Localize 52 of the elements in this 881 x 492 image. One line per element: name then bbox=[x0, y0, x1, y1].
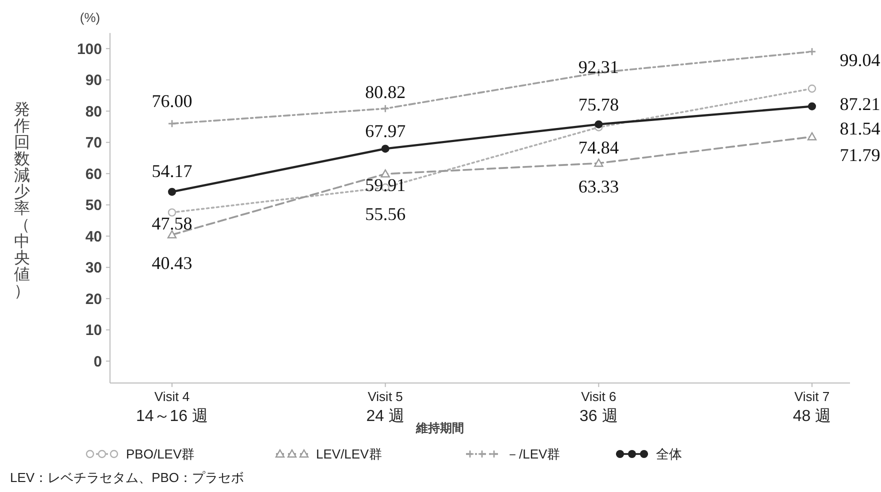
y-tick-label: 70 bbox=[85, 134, 102, 152]
data-label: 74.84 bbox=[578, 138, 619, 158]
data-label: 87.21 bbox=[840, 94, 880, 114]
legend-label: LEV/LEV群 bbox=[316, 446, 382, 462]
point bbox=[381, 104, 390, 113]
data-label: 99.04 bbox=[840, 50, 880, 70]
point bbox=[808, 84, 816, 93]
x-tick-label: Visit 4 14～16 週 bbox=[136, 389, 208, 425]
y-tick-label: 20 bbox=[85, 290, 102, 308]
data-label: 75.78 bbox=[578, 94, 619, 115]
point bbox=[168, 188, 176, 196]
y-tick-label: 60 bbox=[85, 166, 102, 183]
data-label: 71.79 bbox=[840, 145, 880, 166]
data-label: 81.54 bbox=[840, 118, 880, 139]
point bbox=[807, 132, 817, 140]
data-label: 63.33 bbox=[578, 176, 619, 197]
data-label: 76.00 bbox=[152, 90, 192, 111]
point bbox=[594, 120, 603, 128]
data-label: 59.91 bbox=[365, 175, 406, 196]
data-label: 54.17 bbox=[152, 161, 192, 182]
x-axis-title: 維持期間 bbox=[415, 421, 464, 435]
data-label: 40.43 bbox=[152, 253, 192, 274]
x-tick-label: Visit 6 36 週 bbox=[580, 389, 618, 425]
legend-label: －/LEV群 bbox=[506, 446, 560, 462]
point bbox=[381, 144, 390, 153]
text: LEV：レベチラセタム、PBO：プラセボ bbox=[10, 470, 244, 485]
data-label: 47.58 bbox=[152, 214, 192, 234]
y-tick-label: 10 bbox=[85, 322, 102, 340]
y-tick-label: 40 bbox=[85, 228, 102, 246]
data-label: 80.82 bbox=[365, 82, 406, 102]
point bbox=[167, 230, 177, 238]
y-tick-label: 80 bbox=[85, 103, 102, 120]
point bbox=[168, 119, 176, 128]
point bbox=[808, 47, 816, 56]
x-tick-label: Visit 7 48 週 bbox=[792, 389, 832, 425]
legend-label: PBO/LEV群 bbox=[126, 446, 195, 462]
text: (%) bbox=[80, 10, 100, 25]
data-label: 92.31 bbox=[578, 56, 619, 77]
text: 発作回数減少率（中央値） bbox=[14, 102, 30, 300]
y-tick-label: 0 bbox=[94, 353, 102, 370]
data-label: 55.56 bbox=[365, 204, 406, 224]
y-tick-label: 90 bbox=[85, 72, 102, 90]
y-tick-label: 100 bbox=[76, 40, 102, 58]
point bbox=[808, 102, 816, 110]
y-tick-label: 30 bbox=[85, 260, 102, 277]
point bbox=[380, 169, 390, 178]
point bbox=[168, 208, 176, 217]
data-label: 67.97 bbox=[365, 121, 406, 142]
legend-label: 全体 bbox=[656, 446, 682, 462]
y-tick-label: 50 bbox=[85, 197, 102, 214]
x-tick-label: Visit 5 24 週 bbox=[366, 389, 404, 425]
point bbox=[594, 158, 604, 167]
